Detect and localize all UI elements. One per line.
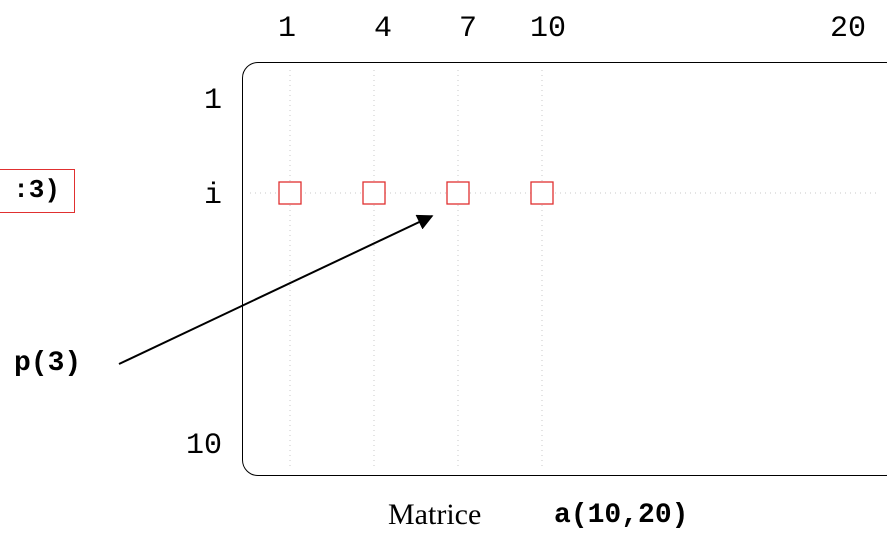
row-label-1: 1 bbox=[204, 84, 223, 118]
vector-box-text: :3) bbox=[13, 175, 60, 205]
vector-box: :3) bbox=[0, 169, 75, 213]
element-10 bbox=[530, 181, 554, 205]
matrix-caption-text: Matrice bbox=[388, 498, 482, 531]
col-label-4: 4 bbox=[374, 12, 393, 46]
col-label-10: 10 bbox=[530, 12, 567, 46]
col-label-7: 7 bbox=[459, 12, 478, 46]
element-4 bbox=[362, 181, 386, 205]
matrix-caption-code: a(10,20) bbox=[554, 500, 689, 531]
element-7 bbox=[446, 181, 470, 205]
row-label-i: i bbox=[204, 179, 223, 213]
row-label-10: 10 bbox=[186, 429, 223, 463]
col-label-20: 20 bbox=[830, 12, 867, 46]
pointer-label: p(3) bbox=[14, 348, 82, 379]
matrix-frame bbox=[242, 62, 887, 476]
pointer-arrow bbox=[118, 214, 434, 365]
col-label-1: 1 bbox=[278, 12, 297, 46]
element-1 bbox=[278, 181, 302, 205]
